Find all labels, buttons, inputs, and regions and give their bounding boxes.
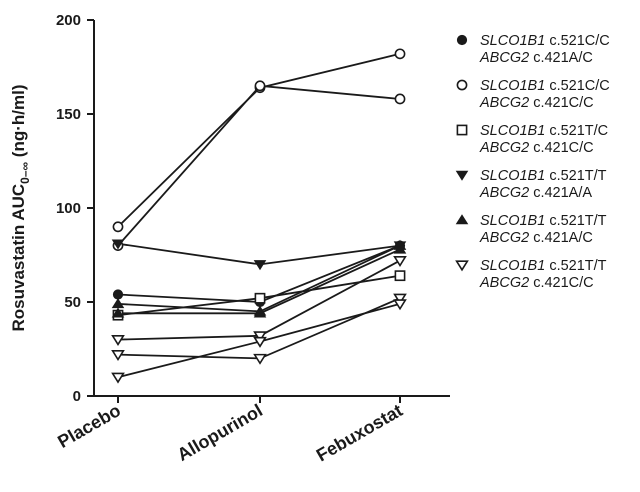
x-ticks: Placebo Allopurinol Febuxostat	[54, 396, 406, 465]
data-point	[395, 271, 404, 280]
series-line	[118, 54, 400, 227]
legend-variant-2: c.421C/C	[529, 140, 593, 156]
legend-line-1: SLCO1B1 c.521C/C	[480, 78, 610, 94]
legend-variant-2: c.421A/A	[529, 185, 592, 201]
legend-variant-1: c.521T/T	[545, 213, 606, 229]
data-point	[395, 49, 404, 58]
legend-gene-2: ABCG2	[479, 50, 529, 66]
legend-gene-2: ABCG2	[479, 95, 529, 111]
y-tick-label: 200	[56, 12, 81, 29]
legend-gene-2: ABCG2	[479, 140, 529, 156]
legend-variant-1: c.521C/C	[545, 33, 609, 49]
legend-line-2: ABCG2 c.421C/C	[479, 95, 594, 111]
legend-line-2: ABCG2 c.421C/C	[479, 140, 594, 156]
y-tick-label: 100	[56, 200, 81, 217]
legend-gene-1: SLCO1B1	[480, 168, 545, 184]
legend-variant-1: c.521T/T	[545, 258, 606, 274]
legend-gene-1: SLCO1B1	[480, 33, 545, 49]
series-points	[113, 49, 406, 382]
legend-line-2: ABCG2 c.421A/C	[479, 50, 593, 66]
x-category-label: Febuxostat	[313, 400, 406, 465]
legend-marker	[457, 35, 466, 44]
y-axis-title-sub: 0–∞	[18, 162, 32, 184]
legend-line-2: ABCG2 c.421A/A	[479, 185, 592, 201]
y-tick-label: 150	[56, 106, 81, 123]
legend-variant-2: c.421C/C	[529, 275, 593, 291]
y-tick-label: 0	[73, 388, 81, 405]
legend-line-1: SLCO1B1 c.521T/T	[480, 258, 607, 274]
legend-line-1: SLCO1B1 c.521T/T	[480, 168, 607, 184]
legend-variant-1: c.521C/C	[545, 78, 609, 94]
data-point	[255, 261, 266, 270]
legend-gene-2: ABCG2	[479, 185, 529, 201]
y-axis-title-main: Rosuvastatin AUC	[9, 184, 28, 332]
legend-marker	[457, 171, 468, 180]
legend-marker	[457, 261, 468, 270]
legend-gene-1: SLCO1B1	[480, 123, 545, 139]
legend-gene-1: SLCO1B1	[480, 258, 545, 274]
legend-line-2: ABCG2 c.421A/C	[479, 230, 593, 246]
legend-line-2: ABCG2 c.421C/C	[479, 275, 594, 291]
x-category-label: Placebo	[54, 400, 124, 452]
data-point	[113, 290, 122, 299]
legend-marker	[457, 80, 466, 89]
x-category-label: Allopurinol	[174, 400, 266, 465]
legend-gene-1: SLCO1B1	[480, 213, 545, 229]
legend-line-1: SLCO1B1 c.521T/T	[480, 213, 607, 229]
legend-variant-2: c.421A/C	[529, 50, 593, 66]
legend-gene-2: ABCG2	[479, 275, 529, 291]
legend-line-1: SLCO1B1 c.521C/C	[480, 33, 610, 49]
y-axis-title-unit: (ng·h/ml)	[9, 85, 28, 162]
y-axis-title: Rosuvastatin AUC0–∞ (ng·h/ml)	[9, 85, 32, 332]
data-point	[255, 294, 264, 303]
y-ticks: 0 50 100 150 200	[56, 12, 94, 405]
legend-marker	[457, 215, 468, 224]
data-point	[255, 81, 264, 90]
legend-marker	[457, 125, 466, 134]
legend-variant-2: c.421C/C	[529, 95, 593, 111]
legend-variant-1: c.521T/T	[545, 168, 606, 184]
legend-variant-1: c.521T/C	[545, 123, 608, 139]
data-point	[113, 222, 122, 231]
series-lines	[118, 54, 400, 377]
legend-line-1: SLCO1B1 c.521T/C	[480, 123, 608, 139]
data-point	[395, 94, 404, 103]
legend-gene-2: ABCG2	[479, 230, 529, 246]
data-point	[113, 373, 124, 382]
series-line	[118, 86, 400, 246]
legend-variant-2: c.421A/C	[529, 230, 593, 246]
data-point	[395, 257, 406, 266]
legend-gene-1: SLCO1B1	[480, 78, 545, 94]
y-tick-label: 50	[64, 294, 81, 311]
